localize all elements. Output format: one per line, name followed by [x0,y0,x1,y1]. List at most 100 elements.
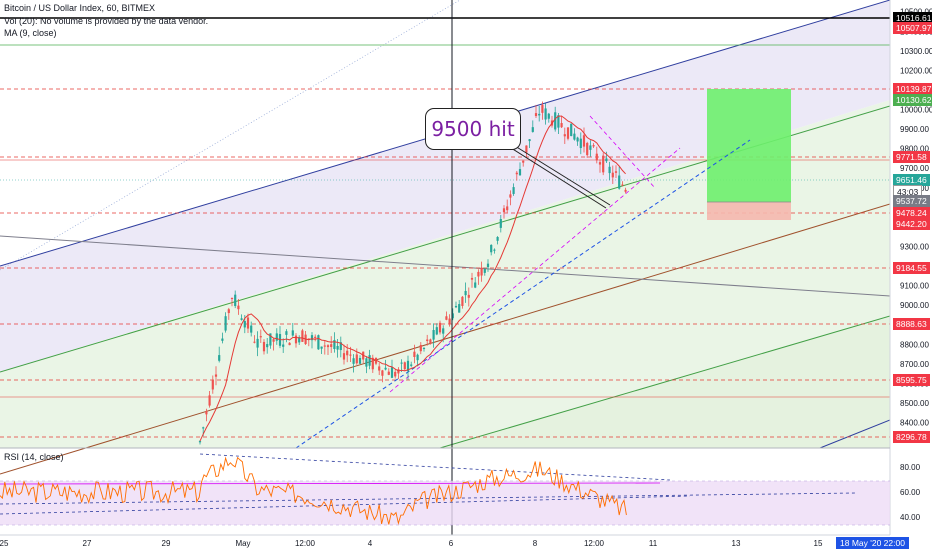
candle-body [291,330,294,336]
candle-body [262,341,266,352]
price-tick-label: 9800.00 [900,145,929,154]
candle-body [579,138,582,149]
candle-body [333,340,336,349]
candle-body [381,370,384,376]
rsi-trend-line-3 [199,453,671,481]
time-axis-ticks: 25 27 29 May 12:00 4 6 8 12:00 11 13 15 [0,539,823,548]
candle-body [342,353,346,360]
candle-body [317,335,320,350]
candle-body [563,134,566,137]
candle-body [282,344,285,347]
candle-body [621,184,624,186]
wedge-lower-line [389,147,681,393]
candle-body [592,145,595,147]
candle-body [294,335,298,344]
candle-body [339,342,342,351]
candle-body [506,206,509,211]
time-tick-label: 25 [0,539,9,548]
candle-body [496,237,499,241]
candle-body [202,427,205,429]
candle-body [544,108,547,120]
date-tag: 18 May '20 22:00 [836,537,909,549]
price-tag: 9184.55 [893,262,930,274]
candle-body [442,328,445,334]
candle-body [240,318,243,320]
price-tick-label: 8700.00 [900,360,929,369]
candle-body [314,336,317,339]
time-tick-label: 12:00 [584,539,605,548]
candle-body [624,189,627,192]
support-dashed-line [295,139,751,449]
candle-body [454,305,458,308]
candle-body [269,333,272,346]
rsi-tick-label: 80.00 [900,463,921,472]
callout-9500-hit[interactable]: 9500 hit [425,108,521,150]
candle-body [538,113,541,116]
rsi-axis-ticks: 40.00 60.00 80.00 [900,463,921,522]
candle-body [275,333,278,341]
candle-body [611,172,614,178]
candle-body [346,350,349,356]
candle-body [307,338,310,340]
rsi-magenta-line [0,482,661,485]
channel-lower-green-line [439,315,891,449]
candle-body [426,339,429,342]
upper-channel-fill [0,0,890,372]
ma-legend: MA (9, close) [4,28,57,38]
price-tick-label: 8800.00 [900,340,929,349]
price-tag: 10139.87 [893,83,932,95]
time-tick-label: 6 [449,539,454,548]
candle-body [502,208,506,213]
time-tick-label: May [235,539,250,548]
candle-body [451,313,454,319]
candle-body [400,362,403,364]
candle-body [224,316,227,331]
target-zone[interactable] [707,89,791,202]
candle-body [371,357,374,370]
time-tick-label: 12:00 [295,539,316,548]
candle-body [547,113,550,119]
candle-body [214,374,218,377]
price-tag: 10507.97 [893,22,932,34]
candle-body [323,345,326,347]
candle-body [285,331,288,335]
candle-body [486,263,490,268]
candle-body [237,305,240,310]
candle-body [301,330,304,342]
candle-body [576,137,579,142]
middle-channel-fill [0,100,890,448]
candle-body [528,139,531,142]
candle-body [531,127,534,132]
price-tag: 9537.72 [893,195,930,207]
candle-body [326,345,330,348]
candle-body [218,355,221,361]
time-axis[interactable] [0,535,932,550]
candle-body [515,172,518,175]
candle-body [355,354,358,364]
callout-pointer-1 [514,145,611,206]
candle-body [499,219,502,228]
price-tag: 8595.75 [893,374,930,386]
candle-body [614,171,618,173]
candle-body [227,309,230,314]
grey-trend-line [0,235,891,297]
candle-body [525,145,528,153]
price-tick-label: 9000.00 [900,301,929,310]
candle-body [352,358,355,364]
time-tick-label: 8 [533,539,538,548]
candle-body [429,339,432,344]
candle-body [394,371,397,377]
candle-body [378,366,381,371]
candle-body [387,371,390,375]
candle-body [256,338,259,348]
candle-body [368,355,371,366]
candle-body [458,304,461,313]
rsi-band [0,481,890,525]
candle-body [518,169,522,176]
candle-body [211,380,214,390]
stop-zone[interactable] [707,202,791,220]
candle-body [250,325,253,333]
rsi-line [0,456,627,525]
candle-body [512,187,515,194]
